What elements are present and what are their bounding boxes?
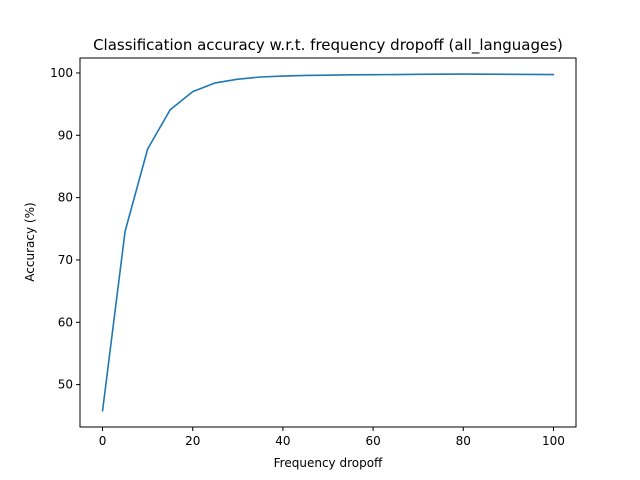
x-axis-label: Frequency dropoff [274, 456, 383, 470]
axes-frame [79, 57, 577, 428]
x-tick-label: 0 [99, 434, 107, 448]
y-tick-label: 50 [58, 378, 73, 392]
x-tick-label: 80 [456, 434, 471, 448]
chart-title: Classification accuracy w.r.t. frequency… [93, 36, 563, 55]
x-tick-label: 100 [542, 434, 565, 448]
y-axis-label: Accuracy (%) [23, 202, 37, 281]
x-tick-label: 20 [185, 434, 200, 448]
y-tick-label: 100 [50, 66, 73, 80]
y-tick-label: 90 [58, 128, 73, 142]
y-tick-label: 70 [58, 253, 73, 267]
accuracy-series-line [101, 73, 555, 412]
x-tick-label: 40 [275, 434, 290, 448]
x-tick-label: 60 [365, 434, 380, 448]
y-axis: 50 60 70 80 90 100 [50, 66, 80, 392]
x-axis: 0 20 40 60 80 100 [99, 427, 565, 448]
y-tick-label: 60 [58, 315, 73, 329]
plot-area [101, 73, 555, 412]
y-tick-label: 80 [58, 191, 73, 205]
